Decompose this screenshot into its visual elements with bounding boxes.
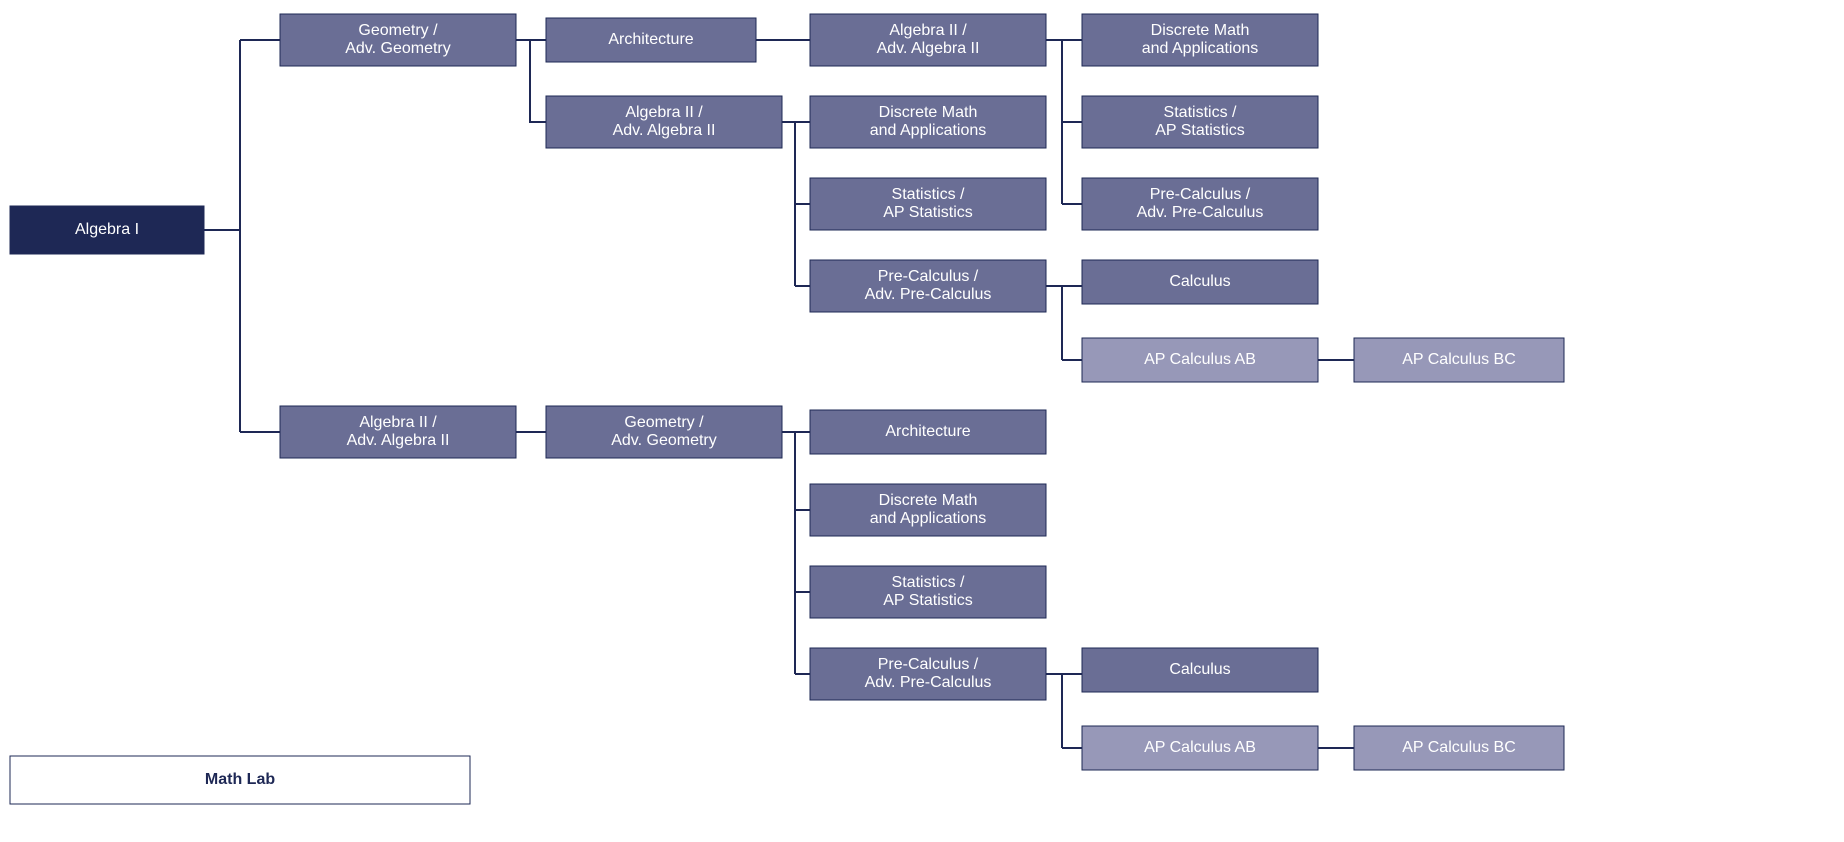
- course-node-alg2a: Algebra II /Adv. Algebra II: [810, 14, 1046, 66]
- course-node-apbc1: AP Calculus BC: [1354, 338, 1564, 382]
- course-node-label: Statistics /: [892, 186, 965, 203]
- course-node-alg2c: Algebra II /Adv. Algebra II: [280, 406, 516, 458]
- course-node-mathlab: Math Lab: [10, 756, 470, 804]
- course-node-label: Discrete Math: [879, 492, 978, 509]
- flow-edge: [530, 40, 546, 122]
- course-node-label: Architecture: [608, 31, 693, 48]
- course-node-label: AP Statistics: [883, 204, 973, 221]
- course-node-label: AP Calculus AB: [1144, 351, 1256, 368]
- course-node-arch1: Architecture: [546, 18, 756, 62]
- course-node-label: Adv. Pre-Calculus: [865, 286, 992, 303]
- course-node-label: Calculus: [1169, 661, 1230, 678]
- course-node-label: Pre-Calculus /: [1150, 186, 1251, 203]
- course-node-label: Pre-Calculus /: [878, 268, 979, 285]
- course-node-label: Adv. Geometry: [611, 432, 717, 449]
- course-node-label: Pre-Calculus /: [878, 656, 979, 673]
- course-flowchart: Algebra IGeometry /Adv. GeometryArchitec…: [0, 0, 1844, 842]
- course-node-disc1: Discrete Mathand Applications: [1082, 14, 1318, 66]
- course-node-label: Algebra II /: [889, 22, 967, 39]
- course-node-label: Algebra I: [75, 221, 139, 238]
- course-node-apbc2: AP Calculus BC: [1354, 726, 1564, 770]
- course-node-label: and Applications: [1142, 40, 1259, 57]
- course-node-apab2: AP Calculus AB: [1082, 726, 1318, 770]
- course-node-disc3: Discrete Mathand Applications: [810, 484, 1046, 536]
- course-node-label: Math Lab: [205, 771, 275, 788]
- course-node-label: AP Calculus BC: [1402, 739, 1516, 756]
- course-node-label: Adv. Algebra II: [347, 432, 450, 449]
- course-node-alg2b: Algebra II /Adv. Algebra II: [546, 96, 782, 148]
- course-node-label: AP Calculus BC: [1402, 351, 1516, 368]
- course-node-prec1: Pre-Calculus /Adv. Pre-Calculus: [1082, 178, 1318, 230]
- course-node-label: and Applications: [870, 122, 987, 139]
- course-node-disc2: Discrete Mathand Applications: [810, 96, 1046, 148]
- course-node-label: Discrete Math: [1151, 22, 1250, 39]
- course-node-prec3: Pre-Calculus /Adv. Pre-Calculus: [810, 648, 1046, 700]
- course-node-label: Discrete Math: [879, 104, 978, 121]
- course-node-label: Calculus: [1169, 273, 1230, 290]
- course-node-label: Adv. Algebra II: [613, 122, 716, 139]
- course-node-calc1: Calculus: [1082, 260, 1318, 304]
- course-node-label: Adv. Algebra II: [877, 40, 980, 57]
- course-node-stat3: Statistics /AP Statistics: [810, 566, 1046, 618]
- course-node-label: Statistics /: [1164, 104, 1237, 121]
- course-node-stat2: Statistics /AP Statistics: [810, 178, 1046, 230]
- course-node-prec2: Pre-Calculus /Adv. Pre-Calculus: [810, 260, 1046, 312]
- course-node-label: and Applications: [870, 510, 987, 527]
- course-node-label: Geometry /: [358, 22, 438, 39]
- course-node-geom1: Geometry /Adv. Geometry: [280, 14, 516, 66]
- course-node-label: Adv. Pre-Calculus: [865, 674, 992, 691]
- course-node-label: Algebra II /: [359, 414, 437, 431]
- flow-edge: [1046, 286, 1062, 360]
- course-node-label: Adv. Pre-Calculus: [1137, 204, 1264, 221]
- course-node-label: Geometry /: [624, 414, 704, 431]
- course-node-calc2: Calculus: [1082, 648, 1318, 692]
- course-node-arch2: Architecture: [810, 410, 1046, 454]
- course-node-label: Algebra II /: [625, 104, 703, 121]
- course-node-label: Architecture: [885, 423, 970, 440]
- flow-edge: [1046, 674, 1062, 748]
- course-node-label: AP Calculus AB: [1144, 739, 1256, 756]
- course-node-label: AP Statistics: [1155, 122, 1245, 139]
- course-node-apab1: AP Calculus AB: [1082, 338, 1318, 382]
- course-node-stat1: Statistics /AP Statistics: [1082, 96, 1318, 148]
- course-node-geom2: Geometry /Adv. Geometry: [546, 406, 782, 458]
- course-node-label: Statistics /: [892, 574, 965, 591]
- course-node-label: Adv. Geometry: [345, 40, 451, 57]
- course-node-alg1: Algebra I: [10, 206, 204, 254]
- course-node-label: AP Statistics: [883, 592, 973, 609]
